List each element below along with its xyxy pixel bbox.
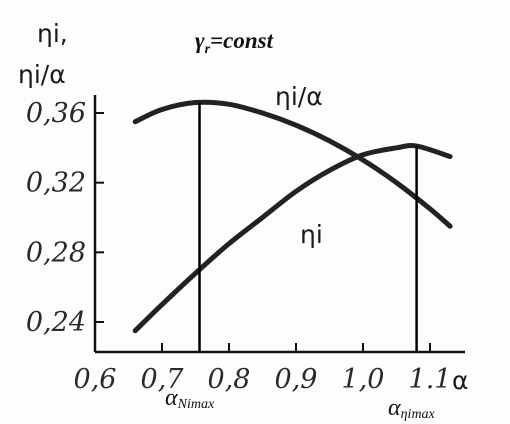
x-tick-label-3: 0,9	[275, 364, 318, 395]
series-eta-over-alpha-line	[132, 99, 453, 229]
series-eta-line	[132, 143, 453, 334]
chart-title-rest: =const	[210, 28, 274, 53]
series-eta-over-alpha-label: ηi/α	[275, 82, 323, 111]
chart-title-sub: r	[205, 42, 211, 57]
x-tick-label-2: 0,8	[208, 364, 251, 395]
y-ticks: 0,36 0,32 0,28 0,24	[26, 98, 104, 338]
alpha-etaimax-label-sub: ηimax	[401, 407, 436, 422]
chart-title: γr=const	[195, 28, 274, 57]
series-eta-label: ηi	[300, 220, 323, 249]
x-tick-label-4: 1,0	[342, 364, 385, 395]
chart-title-main: γ	[195, 28, 205, 53]
y-tick-label-1: 0,32	[26, 168, 86, 199]
x-ticks: 0,6 0,7 0,8 0,9 1,0 1.1	[74, 343, 452, 395]
alpha-nimax-label-sub: Nimax	[177, 397, 215, 412]
x-tick-label-1: 0,7	[141, 364, 185, 395]
x-axis-label: α	[452, 366, 468, 395]
y-axis-label-line2: ηi/α	[18, 60, 66, 89]
x-tick-label-0: 0,6	[74, 364, 117, 395]
alpha-etaimax-label: αηimax	[388, 395, 436, 422]
y-tick-label-0: 0,36	[26, 98, 86, 129]
y-tick-label-2: 0,28	[26, 237, 86, 268]
y-tick-label-3: 0,24	[26, 307, 86, 338]
x-tick-label-5: 1.1	[409, 364, 452, 395]
alpha-nimax-label-main: α	[165, 385, 178, 411]
alpha-nimax-label: αNimax	[165, 385, 215, 412]
y-axis-label-line1: ηi,	[37, 19, 68, 48]
alpha-etaimax-label-main: α	[388, 395, 401, 421]
